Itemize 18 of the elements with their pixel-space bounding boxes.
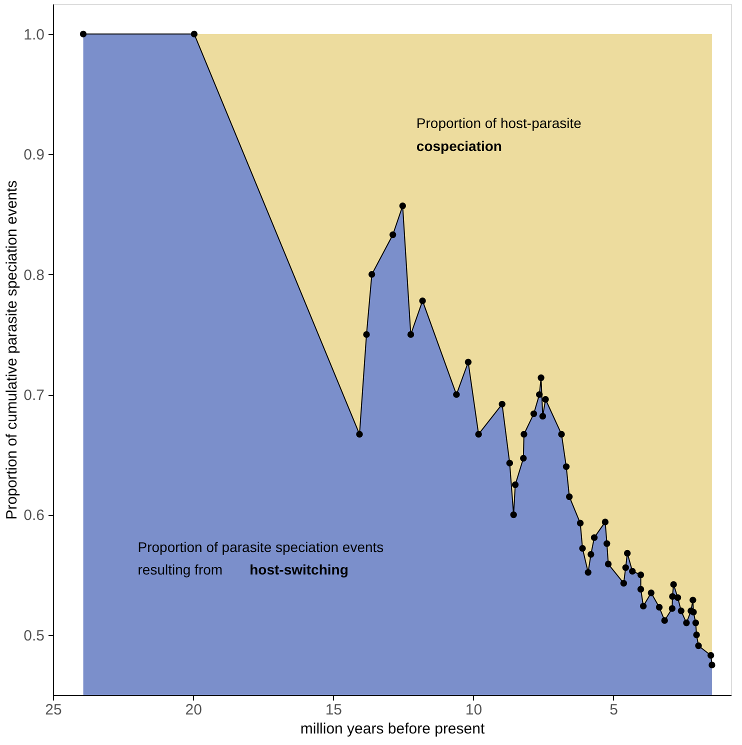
x-tick-label: 5 (610, 702, 618, 718)
y-tick-label: 0.7 (24, 387, 44, 404)
x-tick-label: 10 (465, 702, 482, 718)
y-tick-label: 1.0 (24, 26, 44, 44)
y-tick-label: 0.9 (24, 146, 44, 164)
x-tick-label: 15 (325, 702, 342, 718)
x-tick-label: 25 (45, 702, 62, 718)
x-tick-label: 20 (185, 702, 202, 718)
x-axis-title: million years before present (300, 720, 486, 738)
annotation: Proportion of parasite speciation events (138, 538, 384, 555)
annotation: cospeciation (416, 138, 502, 154)
y-tick-label: 0.5 (24, 627, 44, 644)
annotation: resulting from (138, 562, 223, 578)
y-tick-label: 0.6 (24, 507, 44, 524)
y-tick-label: 0.8 (24, 266, 44, 284)
annotation: host-switching (250, 562, 348, 578)
annotation: Proportion of host-parasite (416, 115, 582, 132)
y-axis-title: Proportion of cumulative parasite speciation events (4, 180, 21, 520)
